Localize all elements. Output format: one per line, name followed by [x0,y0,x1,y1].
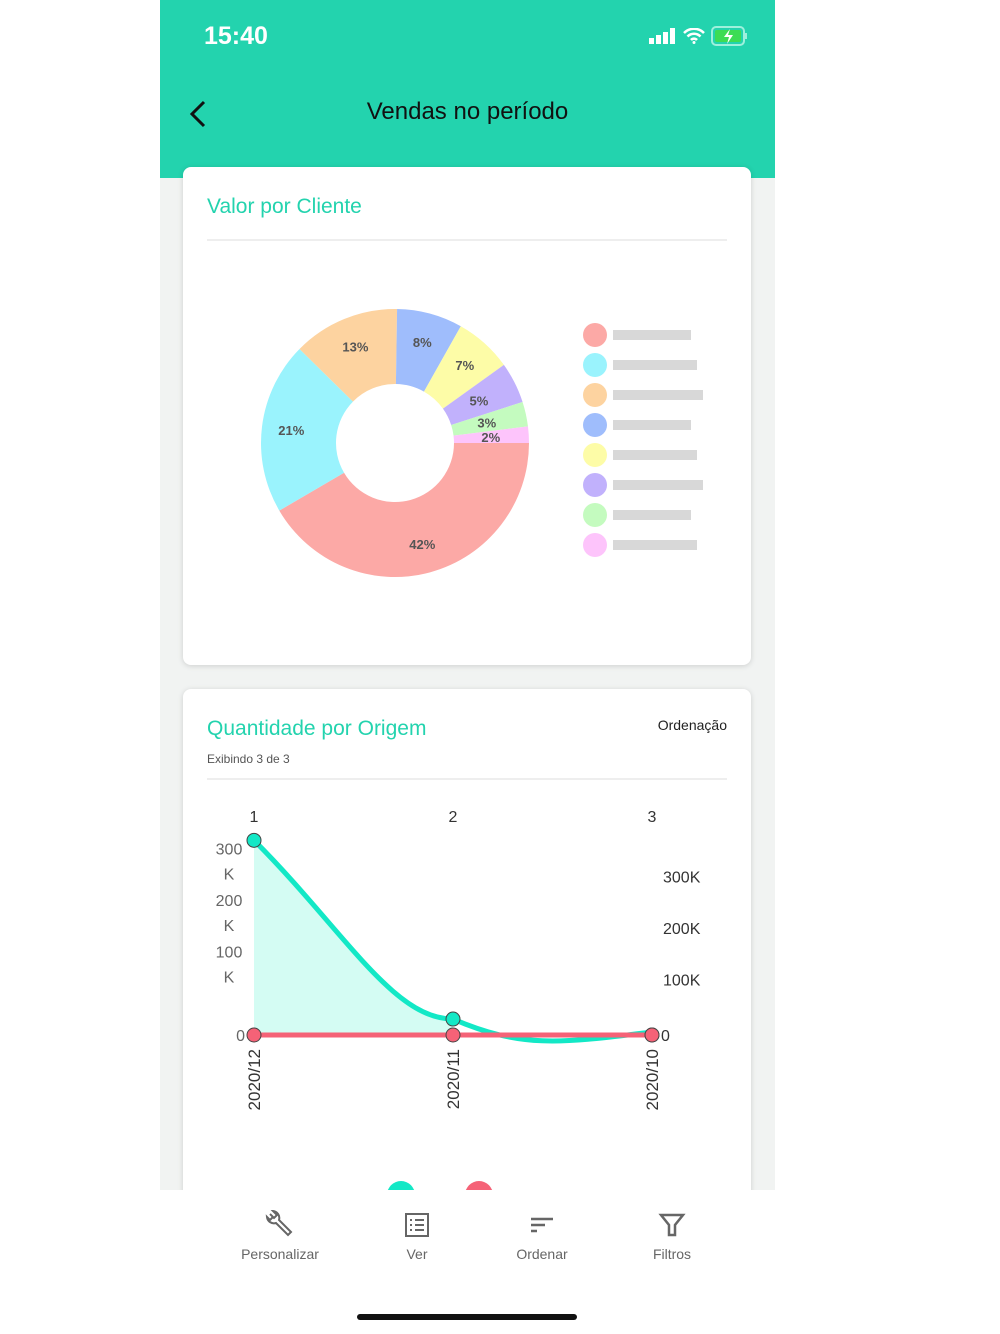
left-axis-tick-unit: K [224,867,235,884]
legend-item [583,443,697,467]
legend-color-dot [583,473,607,497]
pie-slice-label: 2% [481,430,500,445]
back-button[interactable] [180,94,220,134]
data-point-series-1 [445,1011,461,1027]
app-header: 15:40 Vendas no período [160,0,775,178]
data-point-series-2 [246,1027,262,1043]
divider [207,239,727,241]
right-axis-tick: 0 [661,1028,670,1045]
x-axis-label: 2020/10 [643,1049,662,1110]
series-area [254,840,453,1035]
left-axis-tick-unit: K [224,918,235,935]
sort-link[interactable]: Ordenação [657,717,727,733]
legend-item [583,413,691,437]
status-icons [649,26,749,46]
line-card: Quantidade por Origem Exibindo 3 de 3 Or… [183,689,751,1249]
legend-label-redacted [613,330,691,340]
home-indicator[interactable] [357,1314,577,1320]
pie-slice-label: 3% [477,416,496,431]
pie-slice [453,426,529,443]
data-point-series-2 [644,1027,660,1043]
pie-card-title: Valor por Cliente [207,195,362,218]
battery-charging-icon [711,26,747,46]
pie-slice [451,401,528,436]
nav-ordenar[interactable]: Ordenar [482,1210,602,1262]
wifi-icon [683,28,705,44]
line-card-title: Quantidade por Origem [207,717,427,740]
x-axis-label: 2020/12 [245,1049,264,1110]
nav-personalizar[interactable]: Personalizar [220,1210,340,1262]
legend-label-redacted [613,480,703,490]
signal-icon [649,28,675,44]
nav-label: Personalizar [241,1246,319,1262]
pie-slice [279,443,529,577]
nav-filtros[interactable]: Filtros [612,1210,732,1262]
pie-card: Valor por Cliente 42% 21% 13% 8% 7% 5% 3% 2% [183,167,751,665]
sort-icon [531,1217,553,1233]
divider [207,778,727,780]
right-axis-tick: 300K [663,870,701,887]
pie-slice [395,309,461,392]
phone-screen: 15:40 Vendas no período Valor por Client… [160,0,775,1334]
pie-slice-label: 13% [342,339,368,354]
nav-label: Ver [406,1246,428,1262]
legend-label-redacted [613,390,703,400]
pie-slice-label: 7% [455,358,474,373]
legend-item [583,473,703,497]
nav-label: Filtros [652,1246,692,1262]
legend-color-dot [583,533,607,557]
nav-ver[interactable]: Ver [357,1210,477,1262]
pie-slice [423,326,504,409]
data-point-series-2 [445,1027,461,1043]
nav-label: Ordenar [516,1246,568,1262]
legend-color-dot [583,383,607,407]
top-tick-label: 2 [449,809,458,826]
pie-slice-label: 42% [409,537,435,552]
pie-slice-label: 5% [470,394,489,409]
legend-label-redacted [613,510,691,520]
legend-label-redacted [613,450,697,460]
top-tick-label: 1 [250,809,259,826]
list-icon [405,1213,429,1237]
legend-color-dot [583,413,607,437]
pie-slice [442,364,523,425]
legend-color-dot [583,353,607,377]
left-axis-tick-unit: K [224,970,235,987]
status-time: 15:40 [204,22,268,50]
x-axis-label: 2020/11 [444,1049,463,1109]
left-axis-tick: 300 [216,842,243,859]
legend-label-redacted [613,420,691,430]
legend-item [583,503,691,527]
legend-color-dot [583,443,607,467]
right-axis-tick: 200K [663,921,701,938]
top-tick-label: 3 [648,809,657,826]
legend-item [583,533,697,557]
legend-color-dot [583,323,607,347]
legend-item [583,323,691,347]
wrench-icon [265,1210,293,1237]
left-axis-tick: 100 [216,945,243,962]
legend-item [583,383,703,407]
left-axis-tick: 0 [236,1028,245,1045]
donut-chart[interactable]: 42% 21% 13% 8% 7% 5% 3%2% [183,237,751,657]
bottom-toolbar: Personalizar Ver Ordenar Filtros [160,1190,775,1334]
line-card-subtitle: Exibindo 3 de 3 [207,752,290,766]
legend-label-redacted [613,540,697,550]
pie-slice-label: 8% [413,335,432,350]
page-title: Vendas no período [366,98,569,125]
left-axis-tick: 200 [216,893,243,910]
pie-slice-label: 21% [278,423,304,438]
legend-color-dot [583,503,607,527]
legend-item [583,353,697,377]
pie-slice [299,309,398,402]
right-axis-tick: 100K [663,973,701,990]
filter-icon [658,1213,686,1237]
pie-slice [261,348,353,511]
legend-label-redacted [613,360,697,370]
data-point-series-1 [246,832,262,848]
